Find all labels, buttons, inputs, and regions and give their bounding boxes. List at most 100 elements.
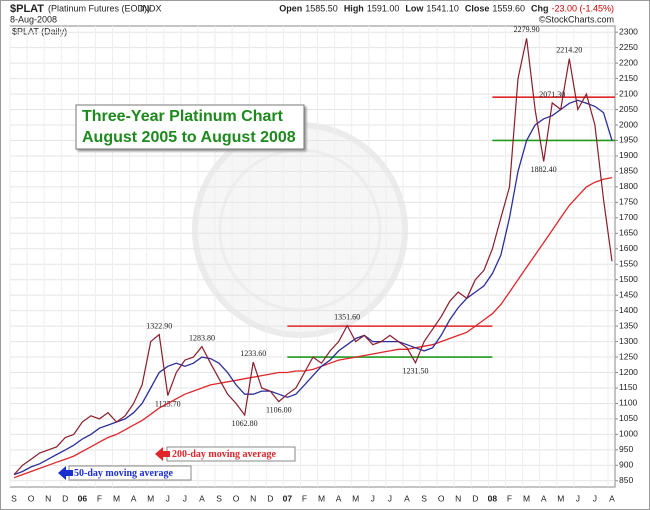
y-tick-label: 2250 <box>619 42 638 52</box>
legend-arrow <box>58 466 73 480</box>
y-tick-label: 1600 <box>619 243 638 253</box>
x-tick-label: J <box>166 493 170 503</box>
x-tick-label: A <box>131 493 137 503</box>
y-tick-label: 1250 <box>619 351 638 361</box>
x-tick-label: A <box>199 493 205 503</box>
data-label: 2214.20 <box>556 46 582 55</box>
x-tick-label: M <box>523 493 530 503</box>
x-tick-label: 08 <box>488 493 498 503</box>
y-tick-label: 1400 <box>619 305 638 315</box>
y-tick-label: 1000 <box>619 429 638 439</box>
y-tick-label: 1700 <box>619 212 638 222</box>
y-tick-label: 1050 <box>619 413 638 423</box>
y-tick-label: 2000 <box>619 119 638 129</box>
y-tick-label: 1350 <box>619 320 638 330</box>
data-label: 1231.50 <box>403 367 429 376</box>
x-tick-label: S <box>421 493 427 503</box>
legend-50: 50-day moving average <box>58 465 192 481</box>
x-tick-label: F <box>507 493 512 503</box>
y-tick-label: 2050 <box>619 104 638 114</box>
x-tick-label: 06 <box>78 493 88 503</box>
data-label: 2071.30 <box>539 90 565 99</box>
y-tick-label: 1450 <box>619 289 638 299</box>
x-tick-label: F <box>97 493 102 503</box>
x-tick-label: O <box>28 493 35 503</box>
x-tick-label: S <box>216 493 222 503</box>
symbol: $PLAT <box>10 3 44 15</box>
x-tick-label: M <box>557 493 564 503</box>
x-tick-label: 07 <box>283 493 293 503</box>
x-tick-label: S <box>11 493 17 503</box>
quote-value: 1541.10 <box>426 3 459 13</box>
moving-average <box>13 176 613 479</box>
x-tick-label: J <box>576 493 580 503</box>
x-tick-label: J <box>371 493 375 503</box>
quote-value: -23.00 (-1.45%) <box>551 3 614 13</box>
y-tick-label: 1750 <box>619 197 638 207</box>
x-tick-label: J <box>593 493 597 503</box>
quote-label: Low <box>405 3 424 13</box>
title-line: Three-Year Platinum Chart <box>82 108 284 125</box>
x-tick-label: D <box>62 493 68 503</box>
title-line: August 2005 to August 2008 <box>82 129 296 146</box>
x-tick-label: A <box>541 493 547 503</box>
legend-label: 200-day moving average <box>172 449 276 460</box>
y-tick-label: 2200 <box>619 57 638 67</box>
y-tick-label: 1100 <box>619 398 638 408</box>
y-tick-label: 1550 <box>619 258 638 268</box>
x-tick-label: J <box>388 493 392 503</box>
x-tick-label: M <box>318 493 325 503</box>
x-tick-label: D <box>472 493 478 503</box>
description: (Platinum Futures (EOD)) <box>48 3 150 13</box>
data-label: 1882.40 <box>531 165 557 174</box>
data-label: 1125.70 <box>155 399 181 408</box>
x-tick-label: O <box>233 493 240 503</box>
y-tick-label: 2100 <box>619 88 638 98</box>
y-tick-label: 1650 <box>619 228 638 238</box>
x-tick-label: J <box>183 493 187 503</box>
x-tick-label: O <box>438 493 445 503</box>
x-tick-label: D <box>267 493 273 503</box>
plot: 850 900 950 1000 1050 1100 1150 1200 1250 1300 135… <box>9 25 638 503</box>
y-tick-label: 950 <box>619 444 633 454</box>
y-tick-label: 1300 <box>619 336 638 346</box>
y-tick-label: 1200 <box>619 367 638 377</box>
y-tick-label: 1800 <box>619 181 638 191</box>
x-tick-label: M <box>113 493 120 503</box>
moving-average <box>13 99 613 476</box>
title-box-bg <box>75 104 305 150</box>
x-tick-label: A <box>609 493 615 503</box>
x-tick-label: N <box>455 493 461 503</box>
x-tick-label: A <box>336 493 342 503</box>
y-tick-label: 1500 <box>619 274 638 284</box>
x-tick-label: M <box>147 493 154 503</box>
quote-value: 1559.60 <box>492 3 525 13</box>
quote-label: Close <box>465 3 490 13</box>
data-label: 1062.80 <box>232 419 258 428</box>
data-label: 1351.60 <box>334 312 360 321</box>
quote-label: Open <box>279 3 302 13</box>
y-tick-label: 1850 <box>619 166 638 176</box>
exchange: INDX <box>140 3 162 13</box>
data-label: 1233.60 <box>240 349 266 358</box>
y-tick-label: 2300 <box>619 26 638 36</box>
legend-label: 50-day moving average <box>74 468 173 479</box>
legend-200: 200-day moving average <box>155 446 296 462</box>
title-box: Three-Year Platinum Chart August 2005 to… <box>75 104 305 150</box>
y-tick-label: 1950 <box>619 135 638 145</box>
data-label: 1106.00 <box>266 405 292 414</box>
quote-label: High <box>344 3 364 13</box>
x-tick-label: N <box>45 493 51 503</box>
y-tick-label: 1150 <box>619 382 638 392</box>
quote-value: 1591.00 <box>367 3 400 13</box>
credit: ©StockCharts.com <box>539 14 614 24</box>
x-tick-label: M <box>352 493 359 503</box>
y-tick-label: 1900 <box>619 150 638 160</box>
date: 8-Aug-2008 <box>10 14 57 24</box>
quote-value: 1585.50 <box>305 3 338 13</box>
quote-label: Chg <box>531 3 549 13</box>
price-line <box>13 38 613 476</box>
